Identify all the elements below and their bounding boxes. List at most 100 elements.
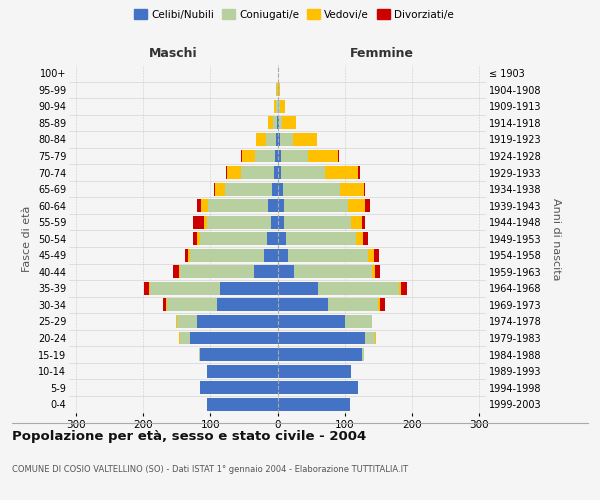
Bar	[284, 199, 348, 212]
Legend: Celibi/Nubili, Coniugati/e, Vedovi/e, Divorziati/e: Celibi/Nubili, Coniugati/e, Vedovi/e, Di…	[130, 5, 458, 24]
Bar	[190, 332, 277, 344]
Bar	[348, 199, 365, 212]
Bar	[281, 150, 308, 162]
Bar	[365, 199, 370, 212]
Bar	[280, 100, 285, 113]
Bar	[362, 216, 365, 228]
Bar	[277, 348, 362, 361]
Bar	[200, 232, 268, 245]
Bar	[266, 133, 276, 146]
Bar	[179, 266, 180, 278]
Bar	[277, 166, 281, 179]
Bar	[345, 315, 371, 328]
Bar	[277, 100, 278, 113]
Bar	[163, 298, 166, 312]
Bar	[276, 133, 277, 146]
Bar	[180, 332, 190, 344]
Bar	[176, 315, 197, 328]
Text: Femmine: Femmine	[350, 47, 414, 60]
Bar	[241, 150, 242, 162]
Bar	[277, 116, 279, 130]
Bar	[374, 249, 379, 262]
Bar	[150, 282, 220, 295]
Bar	[368, 249, 374, 262]
Bar	[318, 282, 398, 295]
Bar	[179, 332, 180, 344]
Bar	[274, 116, 277, 130]
Bar	[207, 216, 271, 228]
Bar	[264, 249, 277, 262]
Bar	[277, 150, 281, 162]
Bar	[379, 298, 380, 312]
Bar	[325, 166, 358, 179]
Bar	[242, 150, 256, 162]
Bar	[200, 348, 277, 361]
Bar	[295, 266, 371, 278]
Bar	[268, 199, 277, 212]
Bar	[277, 298, 328, 312]
Bar	[279, 116, 282, 130]
Bar	[277, 199, 284, 212]
Bar	[254, 266, 277, 278]
Bar	[188, 249, 190, 262]
Bar	[363, 232, 368, 245]
Bar	[277, 84, 278, 96]
Bar	[215, 182, 225, 196]
Bar	[190, 249, 264, 262]
Bar	[199, 348, 200, 361]
Bar	[352, 216, 362, 228]
Bar	[225, 182, 272, 196]
Bar	[272, 182, 277, 196]
Bar	[226, 166, 227, 179]
Bar	[241, 166, 274, 179]
Bar	[268, 232, 277, 245]
Bar	[338, 150, 339, 162]
Bar	[149, 282, 150, 295]
Bar	[281, 166, 325, 179]
Bar	[173, 266, 179, 278]
Bar	[284, 216, 352, 228]
Bar	[143, 282, 149, 295]
Bar	[365, 332, 375, 344]
Bar	[308, 150, 338, 162]
Y-axis label: Fasce di età: Fasce di età	[22, 206, 32, 272]
Bar	[358, 166, 359, 179]
Bar	[280, 133, 293, 146]
Bar	[197, 199, 201, 212]
Bar	[203, 216, 207, 228]
Bar	[375, 266, 380, 278]
Bar	[201, 199, 208, 212]
Bar	[207, 364, 277, 378]
Bar	[283, 182, 340, 196]
Bar	[276, 84, 277, 96]
Bar	[277, 332, 365, 344]
Bar	[340, 182, 364, 196]
Bar	[185, 249, 188, 262]
Bar	[282, 116, 296, 130]
Bar	[277, 216, 284, 228]
Bar	[180, 266, 254, 278]
Bar	[277, 133, 280, 146]
Bar	[200, 381, 277, 394]
Bar	[398, 282, 401, 295]
Text: Maschi: Maschi	[149, 47, 197, 60]
Bar	[277, 232, 286, 245]
Bar	[401, 282, 407, 295]
Bar	[256, 133, 266, 146]
Bar	[214, 182, 215, 196]
Bar	[275, 150, 277, 162]
Bar	[256, 150, 275, 162]
Bar	[278, 84, 280, 96]
Bar	[277, 67, 278, 80]
Bar	[293, 133, 317, 146]
Bar	[328, 298, 379, 312]
Bar	[277, 315, 345, 328]
Bar	[208, 199, 268, 212]
Bar	[286, 232, 356, 245]
Bar	[167, 298, 217, 312]
Bar	[362, 348, 364, 361]
Y-axis label: Anni di nascita: Anni di nascita	[551, 198, 561, 280]
Text: COMUNE DI COSIO VALTELLINO (SO) - Dati ISTAT 1° gennaio 2004 - Elaborazione TUTT: COMUNE DI COSIO VALTELLINO (SO) - Dati I…	[12, 466, 408, 474]
Bar	[271, 216, 277, 228]
Bar	[197, 315, 277, 328]
